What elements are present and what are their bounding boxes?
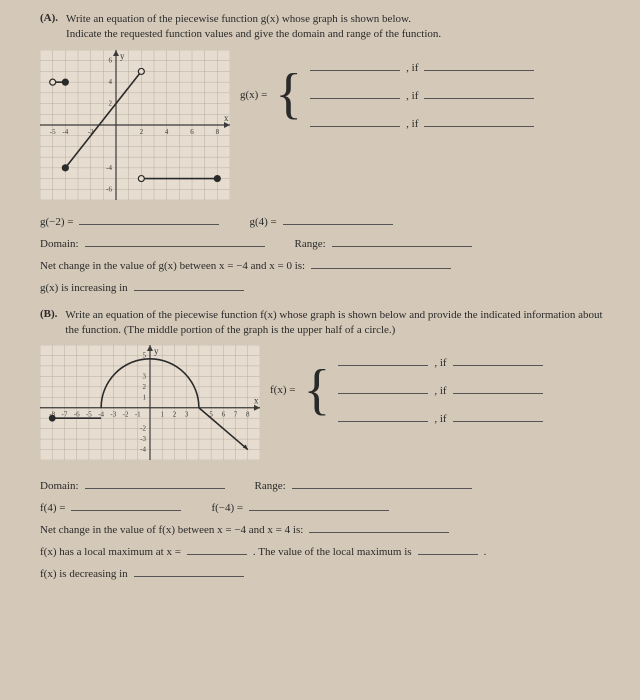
fcase2-cond-blank[interactable] bbox=[453, 383, 543, 394]
g-4-label: g(4) = bbox=[249, 216, 276, 228]
fcase1-expr-blank[interactable] bbox=[338, 355, 428, 366]
fx-label: f(x) = bbox=[270, 384, 295, 396]
partB-graph: -8-7-6-5-4-3-2-11235678-4-3-21235xy bbox=[40, 345, 260, 460]
gx-label: g(x) = bbox=[240, 89, 267, 101]
svg-text:-6: -6 bbox=[106, 185, 112, 193]
fif3: , if bbox=[434, 413, 446, 425]
svg-text:6: 6 bbox=[222, 411, 226, 419]
increasingA-blank[interactable] bbox=[134, 280, 244, 291]
svg-text:-4: -4 bbox=[140, 446, 146, 454]
fcase2-expr-blank[interactable] bbox=[338, 383, 428, 394]
f-neg4-blank[interactable] bbox=[249, 500, 389, 511]
decreasingB-label: f(x) is decreasing in bbox=[40, 568, 128, 580]
if3: , if bbox=[406, 118, 418, 130]
partA-prompt2: Indicate the requested function values a… bbox=[66, 27, 610, 42]
domainA-label: Domain: bbox=[40, 238, 79, 250]
brace-icon: { bbox=[275, 69, 302, 119]
svg-text:-3: -3 bbox=[110, 411, 116, 419]
case3-cond-blank[interactable] bbox=[424, 116, 534, 127]
svg-text:-2: -2 bbox=[140, 425, 146, 433]
brace-icon: { bbox=[303, 365, 330, 415]
localmax-val-blank[interactable] bbox=[418, 544, 478, 555]
svg-text:-2: -2 bbox=[123, 411, 129, 419]
svg-text:3: 3 bbox=[143, 373, 147, 381]
g-4-blank[interactable] bbox=[283, 214, 393, 225]
f-neg4-label: f(−4) = bbox=[211, 502, 243, 514]
g-neg2-blank[interactable] bbox=[79, 214, 219, 225]
fcase3-cond-blank[interactable] bbox=[453, 411, 543, 422]
decreasingB-blank[interactable] bbox=[134, 566, 244, 577]
rangeB-label: Range: bbox=[255, 480, 286, 492]
localmax-x-blank[interactable] bbox=[187, 544, 247, 555]
svg-text:-5: -5 bbox=[50, 128, 56, 136]
partA-graph: -5-4-22468-6-4246xy bbox=[40, 50, 230, 200]
svg-text:-4: -4 bbox=[62, 128, 68, 136]
netchangeB-label: Net change in the value of f(x) between … bbox=[40, 524, 303, 536]
period: . bbox=[484, 546, 487, 558]
rangeB-blank[interactable] bbox=[292, 478, 472, 489]
increasingA-label: g(x) is increasing in bbox=[40, 282, 128, 294]
svg-text:-4: -4 bbox=[106, 164, 112, 172]
f-4-blank[interactable] bbox=[71, 500, 181, 511]
svg-text:4: 4 bbox=[109, 78, 113, 86]
fcase3-expr-blank[interactable] bbox=[338, 411, 428, 422]
case2-expr-blank[interactable] bbox=[310, 88, 400, 99]
g-neg2-label: g(−2) = bbox=[40, 216, 73, 228]
fcase1-cond-blank[interactable] bbox=[453, 355, 543, 366]
rangeA-label: Range: bbox=[295, 238, 326, 250]
svg-text:-1: -1 bbox=[135, 411, 141, 419]
if1: , if bbox=[406, 62, 418, 74]
partA-prompt1: Write an equation of the piecewise funct… bbox=[66, 12, 610, 27]
localmax1-label: f(x) has a local maximum at x = bbox=[40, 546, 181, 558]
svg-text:6: 6 bbox=[109, 56, 113, 64]
partA-label: (A). bbox=[40, 12, 58, 42]
svg-text:2: 2 bbox=[143, 383, 147, 391]
domainA-blank[interactable] bbox=[85, 236, 265, 247]
fif1: , if bbox=[434, 357, 446, 369]
svg-text:-3: -3 bbox=[140, 435, 146, 443]
partB-prompt: Write an equation of the piecewise funct… bbox=[65, 308, 610, 338]
svg-text:2: 2 bbox=[109, 99, 113, 107]
case3-expr-blank[interactable] bbox=[310, 116, 400, 127]
svg-text:4: 4 bbox=[165, 128, 169, 136]
localmax2-label: . The value of the local maximum is bbox=[253, 546, 412, 558]
svg-text:3: 3 bbox=[185, 411, 189, 419]
svg-text:8: 8 bbox=[246, 411, 250, 419]
svg-text:x: x bbox=[254, 396, 259, 406]
case1-expr-blank[interactable] bbox=[310, 60, 400, 71]
svg-text:1: 1 bbox=[143, 394, 147, 402]
svg-text:8: 8 bbox=[216, 128, 220, 136]
svg-text:7: 7 bbox=[234, 411, 238, 419]
svg-text:6: 6 bbox=[190, 128, 194, 136]
svg-text:2: 2 bbox=[140, 128, 144, 136]
partB-label: (B). bbox=[40, 308, 57, 338]
netchangeA-blank[interactable] bbox=[311, 258, 451, 269]
svg-text:y: y bbox=[154, 346, 159, 356]
f-4-label: f(4) = bbox=[40, 502, 65, 514]
svg-text:y: y bbox=[120, 51, 125, 61]
domainB-label: Domain: bbox=[40, 480, 79, 492]
rangeA-blank[interactable] bbox=[332, 236, 472, 247]
if2: , if bbox=[406, 90, 418, 102]
svg-text:2: 2 bbox=[173, 411, 177, 419]
domainB-blank[interactable] bbox=[85, 478, 225, 489]
netchangeA-label: Net change in the value of g(x) between … bbox=[40, 260, 305, 272]
svg-text:1: 1 bbox=[160, 411, 164, 419]
case1-cond-blank[interactable] bbox=[424, 60, 534, 71]
case2-cond-blank[interactable] bbox=[424, 88, 534, 99]
fif2: , if bbox=[434, 385, 446, 397]
svg-text:x: x bbox=[224, 113, 229, 123]
netchangeB-blank[interactable] bbox=[309, 522, 449, 533]
